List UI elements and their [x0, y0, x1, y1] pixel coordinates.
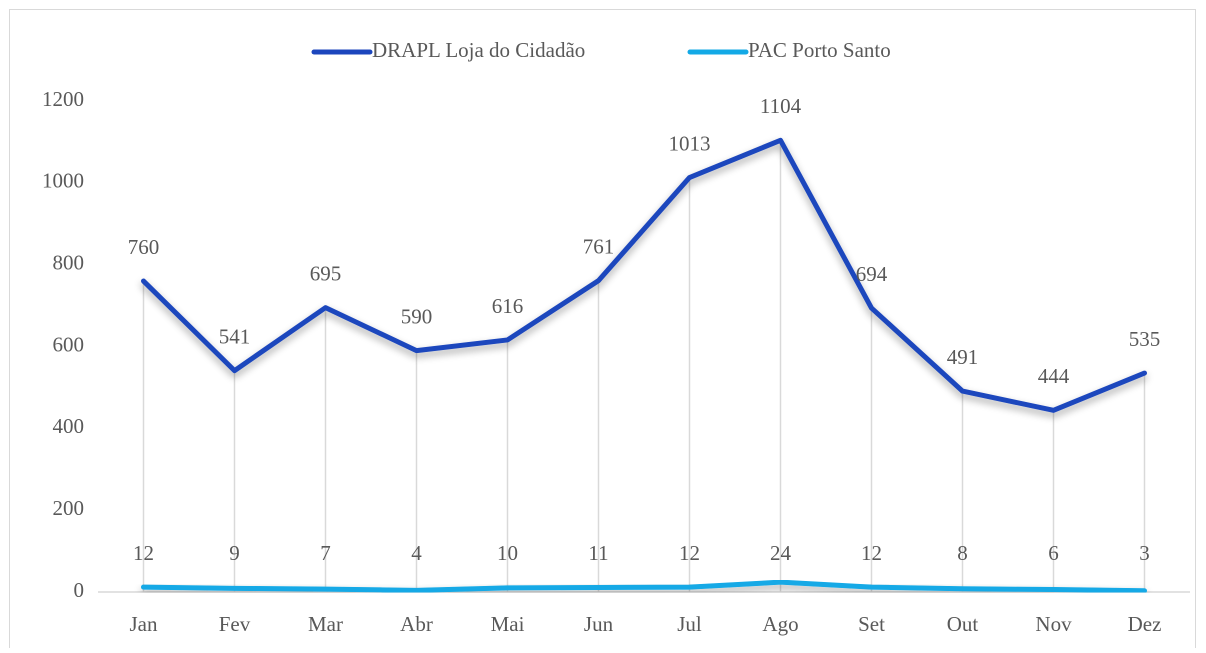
data-label: 695	[310, 261, 342, 285]
data-label: 541	[219, 324, 251, 348]
y-tick-label: 200	[53, 496, 85, 520]
legend-label: DRAPL Loja do Cidadão	[372, 38, 585, 62]
y-tick-label: 0	[74, 578, 85, 602]
data-label: 12	[133, 541, 154, 565]
data-label: 3	[1139, 541, 1150, 565]
series-line	[141, 137, 1147, 413]
data-label: 11	[588, 541, 608, 565]
data-label: 1104	[760, 94, 802, 118]
x-tick-label: Mar	[308, 612, 343, 636]
data-label: 12	[679, 541, 700, 565]
x-tick-label: Ago	[762, 612, 798, 636]
data-label: 6	[1048, 541, 1059, 565]
y-tick-label: 1000	[42, 169, 84, 193]
data-label: 7	[320, 541, 331, 565]
x-tick-label: Jun	[584, 612, 614, 636]
x-tick-label: Mai	[491, 612, 525, 636]
data-label: 760	[128, 235, 160, 259]
data-label: 590	[401, 304, 433, 328]
data-label: 10	[497, 541, 518, 565]
x-tick-label: Dez	[1128, 612, 1162, 636]
data-label: 444	[1038, 364, 1070, 388]
data-label: 535	[1129, 327, 1161, 351]
legend-label: PAC Porto Santo	[748, 38, 891, 62]
x-tick-label: Abr	[400, 612, 433, 636]
data-label: 1013	[669, 131, 711, 155]
y-tick-label: 800	[53, 250, 85, 274]
data-label: 8	[957, 541, 968, 565]
x-tick-label: Jul	[677, 612, 702, 636]
x-tick-label: Out	[947, 612, 979, 636]
chart-border	[9, 9, 1196, 650]
y-tick-label: 600	[53, 332, 85, 356]
x-tick-label: Jan	[130, 612, 158, 636]
y-tick-label: 400	[53, 414, 85, 438]
y-tick-label: 1200	[42, 87, 84, 111]
data-label: 761	[583, 234, 615, 258]
data-label: 24	[770, 541, 792, 565]
data-label: 491	[947, 345, 979, 369]
data-label: 694	[856, 262, 888, 286]
data-label: 9	[229, 541, 240, 565]
x-tick-label: Set	[858, 612, 885, 636]
data-label: 12	[861, 541, 882, 565]
data-label: 4	[411, 541, 422, 565]
x-tick-label: Fev	[219, 612, 251, 636]
series-line	[141, 579, 1147, 594]
data-label: 616	[492, 294, 524, 318]
x-tick-label: Nov	[1035, 612, 1072, 636]
